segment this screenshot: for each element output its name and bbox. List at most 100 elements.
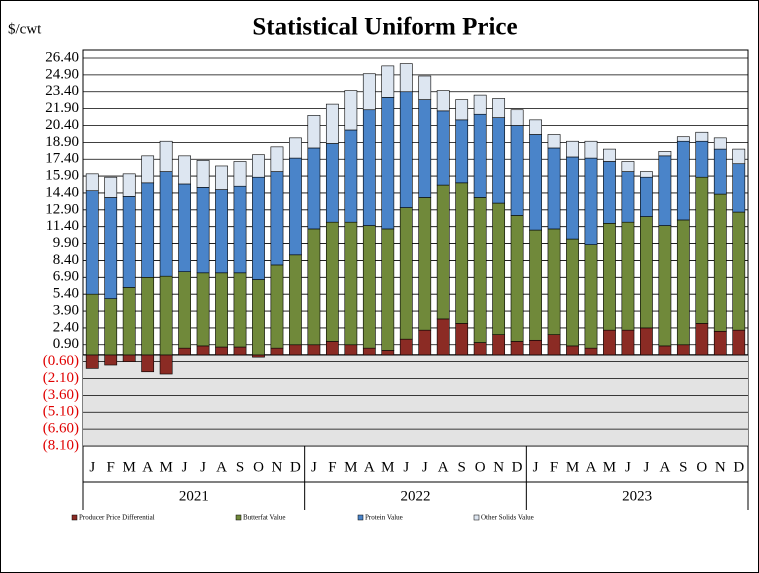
bar-segment xyxy=(178,155,191,185)
bar-segment xyxy=(603,329,616,356)
bar-segment xyxy=(492,334,506,356)
bar-segment xyxy=(492,202,506,335)
bar-segment xyxy=(196,187,210,274)
bar-segment xyxy=(455,323,469,356)
bar-segment xyxy=(85,354,99,369)
bar-segment xyxy=(658,155,672,226)
y-tick-label: 20.40 xyxy=(45,117,79,133)
bar-segment xyxy=(196,272,210,347)
bar-segment xyxy=(713,330,727,356)
bar-segment xyxy=(566,140,579,158)
bar-segment xyxy=(270,171,284,266)
bar-segment xyxy=(566,156,579,240)
bar-segment xyxy=(344,129,358,223)
x-tick-label: A xyxy=(586,459,597,475)
bar-segment xyxy=(658,225,672,347)
bar-segment xyxy=(584,244,598,349)
bar-segment xyxy=(178,271,191,349)
bar-segment xyxy=(215,189,228,274)
x-tick-label: M xyxy=(381,459,394,475)
bar-segment xyxy=(381,65,395,98)
bar-segment xyxy=(196,160,210,188)
x-tick-label: J xyxy=(403,459,409,475)
bar-segment xyxy=(159,354,173,375)
bar-segment xyxy=(362,109,376,226)
bar-segment xyxy=(529,119,542,135)
bar-segment xyxy=(159,140,173,172)
bar-segment xyxy=(473,113,487,198)
bar-segment xyxy=(307,147,321,230)
bar-segment xyxy=(640,216,653,329)
x-tick-label: O xyxy=(253,459,264,475)
bar-segment xyxy=(529,229,542,341)
bar-segment xyxy=(381,97,395,230)
x-tick-label: N xyxy=(493,459,504,475)
bar-segment xyxy=(215,346,228,356)
bar-segment xyxy=(233,346,247,356)
bar-segment xyxy=(510,109,524,126)
bar-segment xyxy=(529,134,542,231)
y-tick-label: 9.90 xyxy=(53,235,79,251)
x-tick-label: D xyxy=(290,459,301,475)
bar-segment xyxy=(640,176,653,217)
bar-segment xyxy=(547,134,561,149)
bar-segment xyxy=(510,125,524,216)
bar-segment xyxy=(732,211,746,331)
y-tick-label: 15.90 xyxy=(45,168,79,184)
bar-segment xyxy=(399,338,413,356)
bar-segment xyxy=(603,148,616,162)
x-tick-label: F xyxy=(550,459,558,475)
bar-segment xyxy=(289,157,302,256)
y-tick-label: 17.40 xyxy=(45,151,79,167)
bar-segment xyxy=(325,221,339,342)
y-tick-label: 24.90 xyxy=(45,66,79,82)
bar-segment xyxy=(215,272,228,348)
legend-label: Other Solids Value xyxy=(481,514,534,522)
legend-swatch xyxy=(71,514,78,521)
bar-segment xyxy=(658,151,672,157)
bar-segment xyxy=(695,323,709,356)
bar-segment xyxy=(159,275,173,356)
bar-segment xyxy=(178,183,191,272)
bar-segment xyxy=(362,73,376,111)
bar-segment xyxy=(492,98,506,118)
bar-segment xyxy=(547,147,561,230)
y-tick-label: 14.40 xyxy=(45,184,79,200)
bar-segment xyxy=(159,171,173,277)
x-tick-label: A xyxy=(142,459,153,475)
bar-segment xyxy=(85,173,99,192)
bar-segment xyxy=(732,163,746,213)
x-tick-label: F xyxy=(328,459,336,475)
y-tick-label: (0.60) xyxy=(43,353,79,369)
y-tick-label: 0.90 xyxy=(53,336,79,352)
x-tick-label: M xyxy=(123,459,136,475)
bar-segment xyxy=(676,136,690,142)
y-tick-label: 2.40 xyxy=(53,319,79,335)
bar-segment xyxy=(344,90,358,131)
legend-swatch xyxy=(473,514,480,521)
bar-segment xyxy=(584,140,598,159)
x-tick-label: S xyxy=(679,459,687,475)
legend-label: Butterfat Value xyxy=(243,514,285,522)
bar-segment xyxy=(233,161,247,187)
x-tick-label: J xyxy=(311,459,317,475)
bar-segment xyxy=(603,223,616,331)
x-tick-label: A xyxy=(364,459,375,475)
bar-segment xyxy=(621,171,635,223)
bar-segment xyxy=(436,184,450,320)
bar-segment xyxy=(252,279,265,356)
bar-segment xyxy=(418,75,432,100)
y-tick-label: 23.40 xyxy=(45,83,79,99)
bar-segment xyxy=(325,143,339,223)
bar-segment xyxy=(178,347,191,356)
bar-segment xyxy=(289,344,302,356)
x-tick-label: S xyxy=(458,459,466,475)
bar-segment xyxy=(141,182,155,278)
bar-segment xyxy=(566,345,579,356)
bar-segment xyxy=(381,228,395,351)
y-tick-label: (6.60) xyxy=(43,421,79,437)
x-tick-label: M xyxy=(566,459,579,475)
x-tick-label: J xyxy=(625,459,631,475)
bar-segment xyxy=(381,350,395,356)
legend-swatch xyxy=(235,514,242,521)
